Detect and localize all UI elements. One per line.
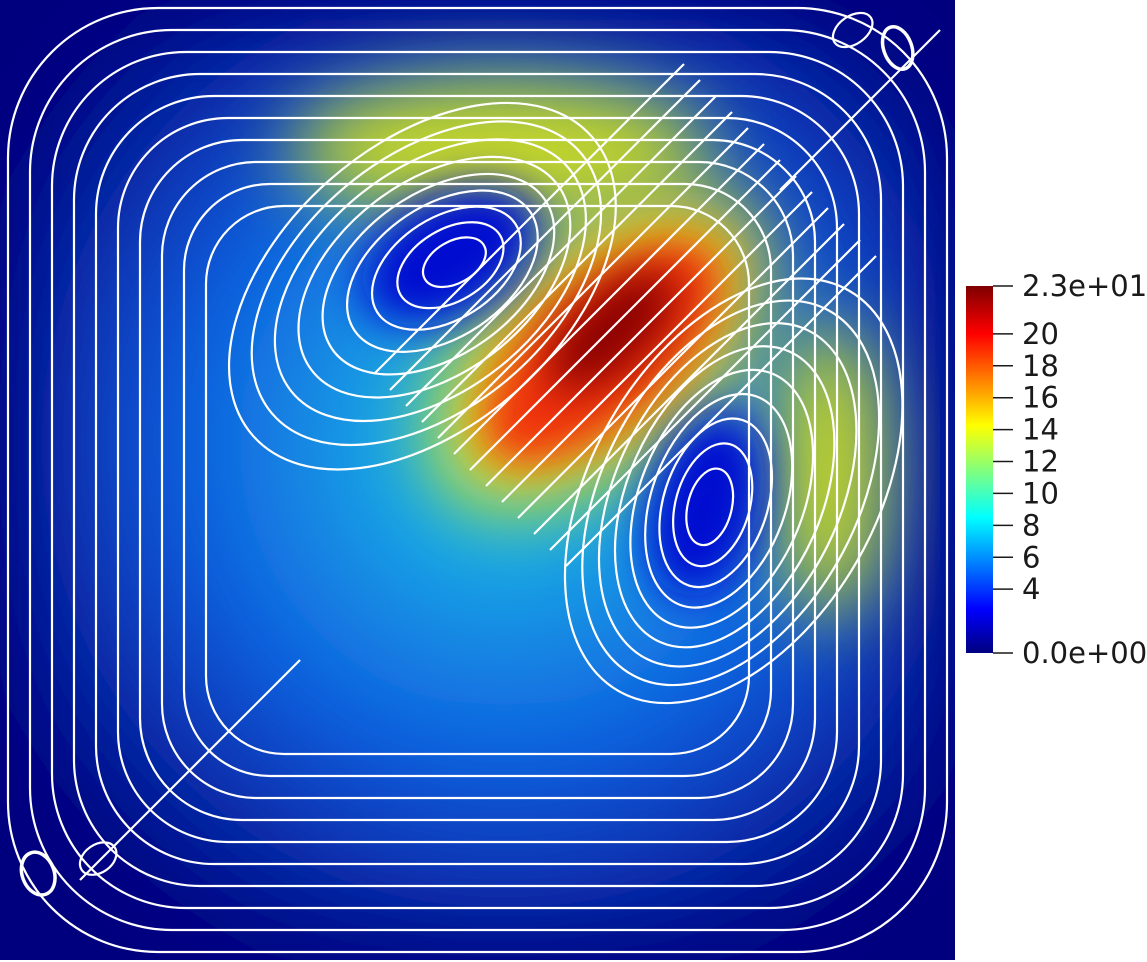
outer-streamline	[182, 182, 773, 778]
central-streamline	[549, 239, 861, 551]
colorbar-gradient	[966, 286, 993, 653]
corner-vortex-streamline	[19, 850, 57, 897]
vortex-streamline	[396, 221, 505, 310]
outer-streamline	[50, 50, 905, 910]
vortex-streamline	[321, 172, 556, 376]
vortex-streamline	[345, 189, 539, 353]
outer-streamline	[160, 160, 795, 800]
colorbar-tick-label: 16	[1022, 381, 1059, 415]
vortex-streamline	[629, 368, 815, 629]
colorbar-tick-label: 10	[1022, 476, 1059, 510]
colorbar-tick-label: 0.0e+00	[1022, 636, 1147, 670]
vortex-streamline	[273, 138, 588, 423]
central-streamline	[485, 175, 797, 487]
vortex-streamline	[658, 417, 774, 589]
lower-vortex-core	[646, 412, 764, 598]
vortex-streamline	[297, 155, 572, 399]
colorbar-tick-label: 2.3e+01	[1022, 269, 1147, 303]
outer-streamline	[72, 72, 883, 888]
central-streamline	[437, 127, 749, 439]
vortex-streamline	[370, 205, 522, 331]
vortex-streamline	[685, 467, 735, 547]
vortex-streamline	[644, 392, 794, 609]
separatrix-streamline	[79, 659, 301, 881]
colorbar-tick-label: 12	[1022, 445, 1059, 479]
colorbar-tick-label: 6	[1022, 540, 1040, 574]
corner-vortex-streamline	[880, 25, 915, 71]
outer-streamline	[28, 28, 927, 932]
streamlines	[6, 6, 949, 954]
upper-vortex-core	[362, 184, 538, 326]
corner-vortex-streamline	[831, 11, 874, 49]
right-yellow-band	[775, 320, 885, 620]
vortex-streamline	[581, 299, 881, 687]
central-streamline	[533, 223, 845, 535]
vortex-streamline	[563, 277, 904, 705]
vortex-streamline	[597, 322, 858, 668]
outer-streamline	[94, 94, 861, 866]
vortex-streamline	[613, 345, 836, 649]
colorbar-tick-label: 20	[1022, 317, 1059, 351]
heatmap-field	[0, 0, 955, 960]
central-streamline	[373, 63, 685, 375]
colorbar-tick-label: 4	[1022, 572, 1040, 606]
corner-vortex-streamline	[78, 841, 118, 876]
central-streamline	[421, 111, 733, 423]
central-streamline	[565, 255, 877, 567]
outer-streamline	[6, 6, 949, 954]
vortex-streamline	[250, 120, 603, 447]
vortex-streamline	[672, 442, 754, 568]
central-streamline	[389, 79, 701, 391]
central-streamline	[453, 143, 765, 455]
vortex-streamline	[421, 236, 487, 289]
central-streamline	[405, 95, 717, 407]
colorbar-tick-label: 8	[1022, 508, 1040, 542]
central-streamline	[501, 191, 813, 503]
outer-streamline	[116, 116, 839, 844]
central-streamline	[517, 207, 829, 519]
colorbar-tick-label: 18	[1022, 349, 1059, 383]
colorbar-tick-label: 14	[1022, 413, 1059, 447]
central-streamline	[469, 159, 781, 471]
